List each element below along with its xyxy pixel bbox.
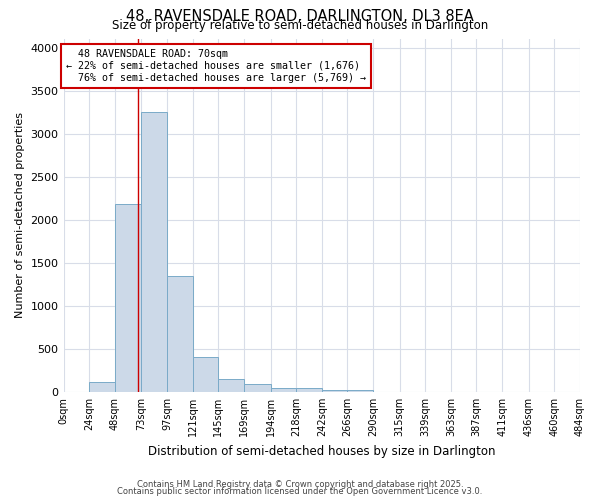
Bar [142,112,167,392]
Bar [347,390,373,392]
Text: 48 RAVENSDALE ROAD: 70sqm
← 22% of semi-detached houses are smaller (1,676)
  76: 48 RAVENSDALE ROAD: 70sqm ← 22% of semi-… [65,50,365,82]
Bar [193,358,218,392]
Bar [89,382,115,392]
Bar [167,276,193,392]
Bar [115,204,142,392]
X-axis label: Distribution of semi-detached houses by size in Darlington: Distribution of semi-detached houses by … [148,444,496,458]
Text: 48, RAVENSDALE ROAD, DARLINGTON, DL3 8EA: 48, RAVENSDALE ROAD, DARLINGTON, DL3 8EA [126,9,474,24]
Bar [271,388,296,392]
Text: Contains public sector information licensed under the Open Government Licence v3: Contains public sector information licen… [118,487,482,496]
Y-axis label: Number of semi-detached properties: Number of semi-detached properties [15,112,25,318]
Bar [244,384,271,392]
Bar [296,388,322,392]
Bar [218,378,244,392]
Bar [322,390,347,392]
Text: Contains HM Land Registry data © Crown copyright and database right 2025.: Contains HM Land Registry data © Crown c… [137,480,463,489]
Text: Size of property relative to semi-detached houses in Darlington: Size of property relative to semi-detach… [112,19,488,32]
